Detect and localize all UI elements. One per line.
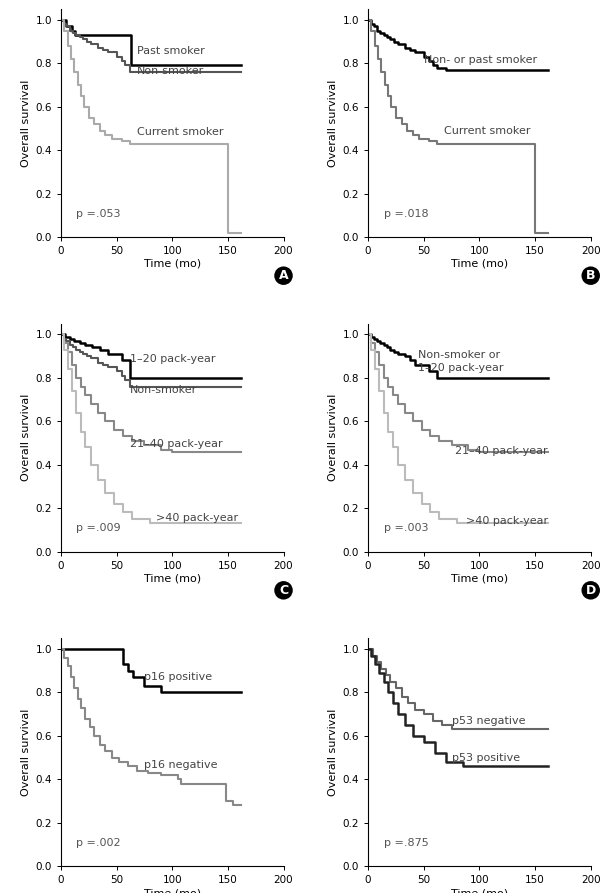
- Text: B: B: [586, 269, 596, 282]
- Text: p =.053: p =.053: [77, 209, 121, 219]
- Text: Current smoker: Current smoker: [444, 126, 530, 136]
- Text: p =.009: p =.009: [77, 523, 121, 533]
- Text: >40 pack-year: >40 pack-year: [466, 516, 548, 526]
- Text: p16 positive: p16 positive: [144, 672, 213, 682]
- Text: p16 negative: p16 negative: [144, 760, 218, 771]
- Text: Current smoker: Current smoker: [136, 127, 223, 137]
- X-axis label: Time (mo): Time (mo): [451, 888, 508, 893]
- Text: p =.018: p =.018: [384, 209, 428, 219]
- Text: Non- or past smoker: Non- or past smoker: [424, 55, 537, 65]
- Text: >40 pack-year: >40 pack-year: [155, 513, 238, 523]
- Y-axis label: Overall survival: Overall survival: [328, 79, 339, 167]
- Text: Non-smoker: Non-smoker: [136, 66, 204, 76]
- Text: p53 positive: p53 positive: [452, 753, 519, 763]
- Y-axis label: Overall survival: Overall survival: [21, 79, 31, 167]
- Text: D: D: [586, 584, 596, 597]
- Text: C: C: [279, 584, 288, 597]
- Text: p =.003: p =.003: [384, 523, 428, 533]
- Text: A: A: [279, 269, 288, 282]
- X-axis label: Time (mo): Time (mo): [144, 888, 201, 893]
- Text: p =.875: p =.875: [384, 838, 429, 848]
- Y-axis label: Overall survival: Overall survival: [328, 394, 339, 481]
- Y-axis label: Overall survival: Overall survival: [21, 394, 31, 481]
- Text: 21–40 pack-year: 21–40 pack-year: [130, 439, 222, 449]
- Text: Non-smoker or
1–20 pack-year: Non-smoker or 1–20 pack-year: [418, 350, 504, 372]
- Text: p53 negative: p53 negative: [452, 715, 525, 726]
- Text: Non-smoker: Non-smoker: [130, 385, 197, 395]
- X-axis label: Time (mo): Time (mo): [144, 573, 201, 583]
- Text: 21–40 pack-year: 21–40 pack-year: [455, 446, 547, 455]
- Text: 1–20 pack-year: 1–20 pack-year: [130, 355, 216, 364]
- Text: Past smoker: Past smoker: [136, 46, 205, 56]
- X-axis label: Time (mo): Time (mo): [451, 259, 508, 269]
- Y-axis label: Overall survival: Overall survival: [21, 708, 31, 796]
- X-axis label: Time (mo): Time (mo): [144, 259, 201, 269]
- Text: p =.002: p =.002: [77, 838, 121, 848]
- X-axis label: Time (mo): Time (mo): [451, 573, 508, 583]
- Y-axis label: Overall survival: Overall survival: [328, 708, 339, 796]
